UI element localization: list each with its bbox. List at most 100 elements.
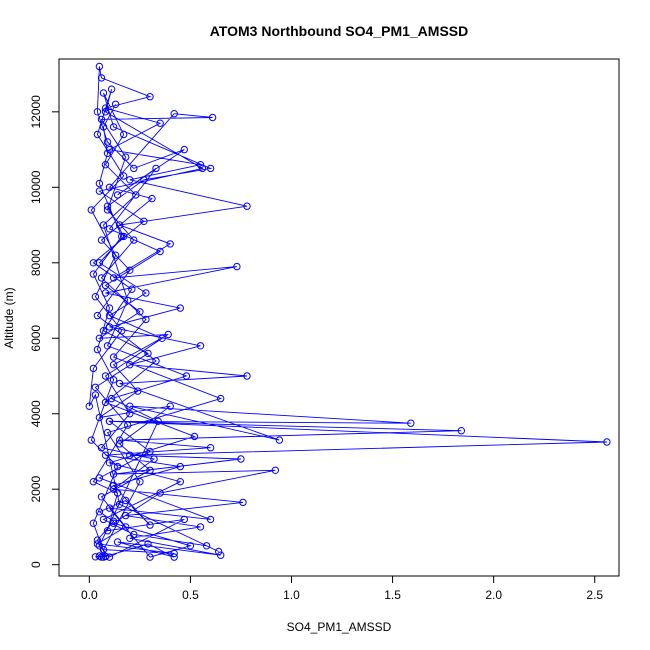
data-point [124,296,132,305]
data-point [113,489,122,497]
y-tick-label: 2000 [29,476,43,503]
data-point [156,247,164,256]
data-point [146,93,154,101]
data-point [120,130,128,139]
data-point [113,191,122,199]
data-point [105,553,114,561]
data-point [217,551,225,559]
data-point [144,349,152,358]
data-point [190,432,199,441]
data-point [198,164,207,173]
data-point [126,402,134,410]
data-point [95,259,104,267]
data-point [109,485,118,493]
data-point [91,383,100,391]
data-point [91,391,100,399]
data-point [107,394,116,403]
data-point [109,519,118,527]
data-point [140,176,148,184]
data-point [217,394,225,403]
data-point [95,187,104,195]
data-point [126,176,134,184]
data-point [101,372,110,380]
data-point [150,455,158,463]
data-point [176,304,185,312]
data-point [146,521,154,529]
x-tick-label: 2.5 [586,588,603,602]
y-tick-label: 4000 [29,400,43,427]
data-point [206,164,215,173]
data-point [109,361,118,369]
data-point [109,376,118,384]
data-point [105,145,114,154]
data-point [115,440,124,448]
data-point [109,353,118,361]
data-point [93,130,102,139]
data-point [196,523,205,531]
data-point [457,427,465,435]
data-point [109,517,118,525]
data-point [105,183,114,192]
data-point [122,496,130,505]
y-tick-label: 12000 [29,95,43,129]
data-point [111,251,120,259]
data-point [144,540,152,548]
data-series [85,62,611,561]
data-point [237,455,245,463]
data-point [89,478,98,486]
data-point [93,311,102,320]
data-point [89,270,98,278]
data-point [101,552,110,561]
data-point [111,100,120,109]
data-point [103,138,112,146]
data-point [115,379,124,388]
data-point [105,417,114,425]
data-point [239,498,247,507]
data-point [128,285,136,293]
data-point [120,232,128,241]
data-point [158,334,166,342]
data-point [215,547,223,556]
data-point [196,342,205,350]
data-point [93,345,102,354]
data-point [136,308,144,316]
data-point [109,470,118,478]
data-point [126,266,134,274]
data-point [603,438,611,446]
x-axis: 0.0 0.5 1.0 1.5 2.0 2.5 [81,575,603,602]
data-point [107,85,116,93]
data-point [118,232,126,241]
x-tick-label: 1.0 [283,588,300,602]
data-point [95,334,104,342]
data-point [97,74,106,82]
data-point [142,315,150,324]
data-point [109,481,118,490]
data-point [97,274,106,282]
data-point [156,489,164,497]
data-point [186,542,195,550]
data-point [142,289,150,297]
data-point [97,236,106,244]
data-point [99,221,108,229]
data-point [97,115,106,124]
data-point [243,202,251,210]
data-point [105,459,114,467]
x-tick-label: 0.5 [182,588,199,602]
data-point [105,311,114,320]
data-point [130,236,138,244]
data-point [101,161,110,169]
data-point [89,364,98,373]
data-point [170,549,178,558]
data-point [122,523,130,531]
data-point [101,289,110,297]
data-point [243,372,251,380]
data-point [97,493,106,501]
data-point [170,553,178,561]
data-point [170,110,178,118]
data-point [113,462,122,471]
data-point [166,240,174,248]
data-point [101,104,110,112]
data-point [233,262,241,271]
y-tick-label: 10000 [29,170,43,204]
data-point [85,402,94,410]
